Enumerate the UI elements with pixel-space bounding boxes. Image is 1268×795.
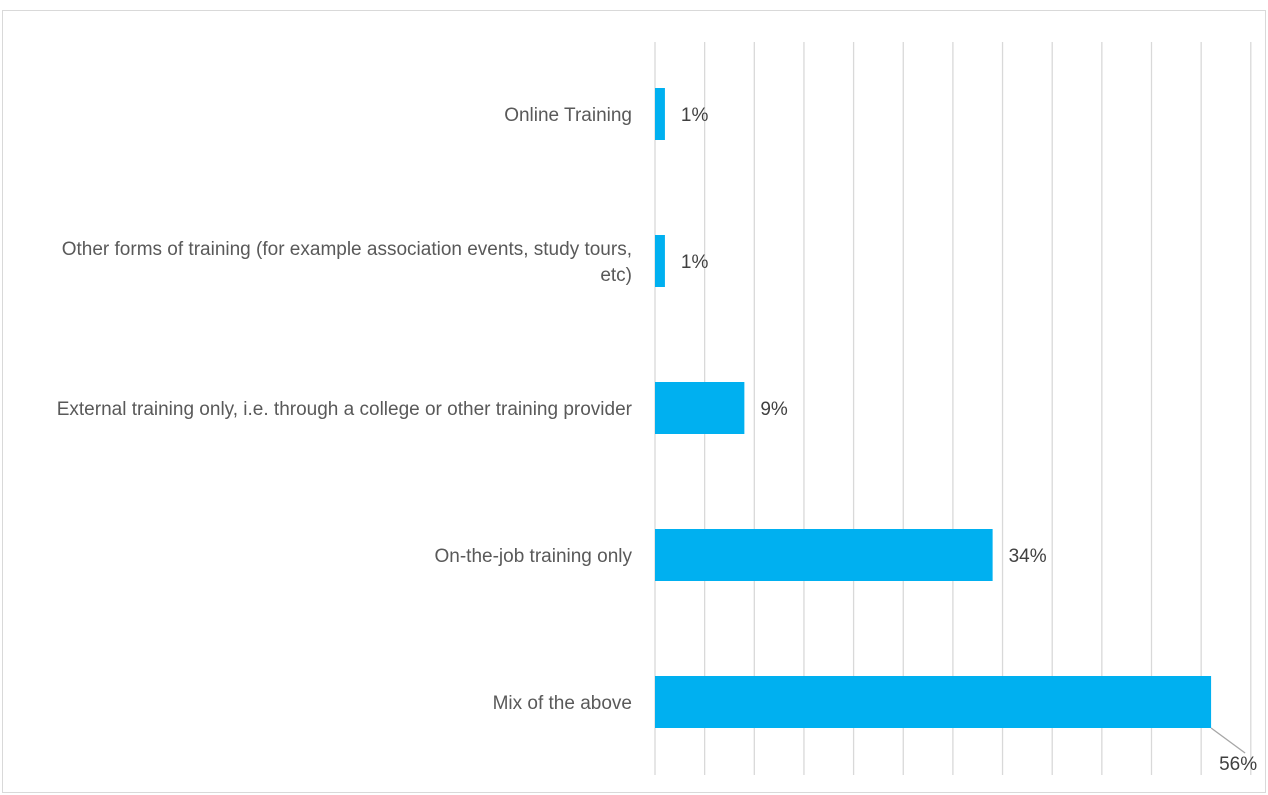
data-label: 1%	[681, 105, 709, 126]
bar	[655, 235, 665, 287]
category-label: Mix of the above	[493, 693, 632, 714]
data-label: 34%	[1009, 546, 1047, 567]
bar	[655, 676, 1212, 728]
chart-frame	[2, 10, 1266, 793]
labels: Online Training 1% Other forms of training…	[57, 105, 1257, 775]
bars	[655, 88, 1212, 728]
leader-line	[1210, 727, 1246, 754]
bar	[655, 382, 745, 434]
bar	[655, 529, 993, 581]
bar	[655, 88, 665, 140]
data-label: 56%	[1219, 754, 1257, 775]
category-label: Online Training	[504, 105, 632, 126]
data-label: 9%	[760, 399, 788, 420]
data-label: 1%	[681, 252, 709, 273]
category-label: Other forms of training (for example ass…	[62, 239, 632, 286]
gridlines	[654, 42, 1252, 775]
category-label: On-the-job training only	[435, 546, 633, 567]
category-label: External training only, i.e. through a c…	[57, 399, 633, 420]
